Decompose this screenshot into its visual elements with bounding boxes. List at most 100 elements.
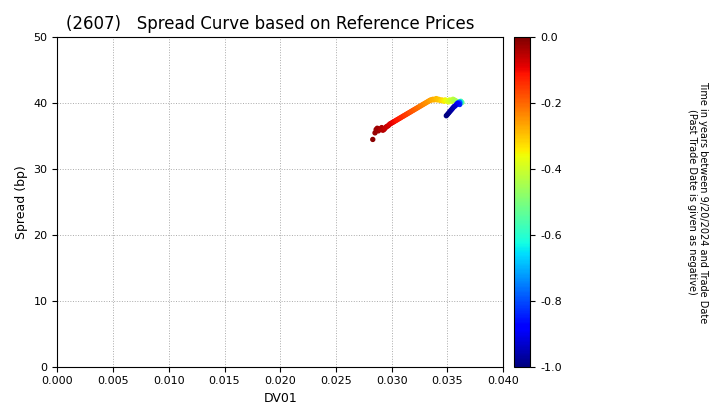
Point [405, 108, 416, 115]
Point [377, 127, 389, 134]
Point [384, 121, 395, 128]
Point [446, 98, 458, 105]
Text: (2607)   Spread Curve based on Reference Prices: (2607) Spread Curve based on Reference P… [66, 15, 474, 33]
Point [395, 114, 406, 121]
Point [415, 102, 426, 109]
Point [423, 98, 434, 105]
Point [441, 97, 452, 104]
Point [454, 101, 465, 108]
Point [451, 100, 463, 107]
Point [453, 100, 464, 107]
Point [453, 100, 464, 107]
Y-axis label: Time in years between 9/20/2024 and Trade Date
(Past Trade Date is given as nega: Time in years between 9/20/2024 and Trad… [687, 81, 708, 323]
Point [372, 128, 384, 134]
Point [390, 118, 401, 124]
Point [397, 113, 409, 120]
Point [374, 126, 385, 132]
Point [428, 97, 440, 103]
Point [424, 97, 436, 104]
Point [386, 120, 397, 126]
Point [402, 110, 414, 116]
Point [367, 136, 379, 143]
Point [445, 97, 456, 104]
Point [443, 110, 454, 116]
Point [417, 101, 428, 108]
Point [454, 100, 465, 107]
Point [408, 106, 420, 113]
Point [439, 97, 451, 103]
Point [438, 98, 450, 105]
Point [433, 96, 444, 102]
Point [453, 99, 464, 106]
Point [394, 115, 405, 122]
Point [400, 111, 412, 118]
Point [431, 95, 442, 102]
Point [449, 102, 461, 109]
Point [444, 108, 456, 115]
Point [444, 97, 456, 103]
Point [441, 98, 453, 105]
Point [455, 98, 467, 105]
Point [387, 119, 399, 126]
Point [416, 102, 428, 108]
Point [382, 122, 394, 129]
Point [390, 117, 402, 124]
Point [456, 99, 468, 106]
Point [385, 120, 397, 127]
Point [392, 116, 403, 123]
Point [426, 97, 438, 103]
Point [370, 126, 382, 133]
Point [447, 96, 459, 102]
Point [454, 100, 465, 107]
Point [453, 99, 464, 106]
Point [435, 97, 446, 104]
Point [437, 97, 449, 104]
Point [420, 99, 432, 106]
Point [380, 123, 392, 130]
Point [443, 99, 454, 105]
Point [412, 105, 423, 111]
Point [388, 118, 400, 125]
Point [425, 97, 436, 103]
Point [436, 97, 448, 103]
Point [406, 108, 418, 115]
Point [375, 126, 387, 133]
Point [396, 114, 408, 121]
Point [451, 98, 462, 105]
Point [455, 99, 467, 105]
Point [376, 124, 387, 131]
Point [451, 101, 462, 108]
Point [382, 123, 393, 130]
Point [410, 106, 421, 113]
Point [434, 97, 446, 103]
Point [455, 99, 467, 105]
Point [392, 116, 404, 122]
Point [449, 97, 460, 103]
Point [422, 99, 433, 105]
Point [414, 103, 426, 110]
Point [441, 111, 453, 118]
Point [451, 99, 463, 105]
X-axis label: DV01: DV01 [264, 392, 297, 405]
Point [410, 105, 422, 112]
Point [379, 125, 391, 131]
Point [454, 100, 465, 107]
Point [372, 125, 383, 131]
Point [454, 99, 465, 105]
Point [453, 100, 464, 107]
Point [402, 110, 413, 117]
Point [429, 96, 441, 102]
Point [404, 109, 415, 116]
Point [378, 126, 390, 133]
Point [453, 100, 464, 107]
Point [398, 113, 410, 119]
Point [445, 107, 456, 114]
Point [449, 97, 461, 104]
Point [419, 100, 431, 107]
Point [446, 106, 458, 113]
Point [454, 99, 465, 106]
Point [400, 112, 411, 118]
Point [449, 103, 460, 110]
Y-axis label: Spread (bp): Spread (bp) [15, 165, 28, 239]
Point [407, 107, 418, 114]
